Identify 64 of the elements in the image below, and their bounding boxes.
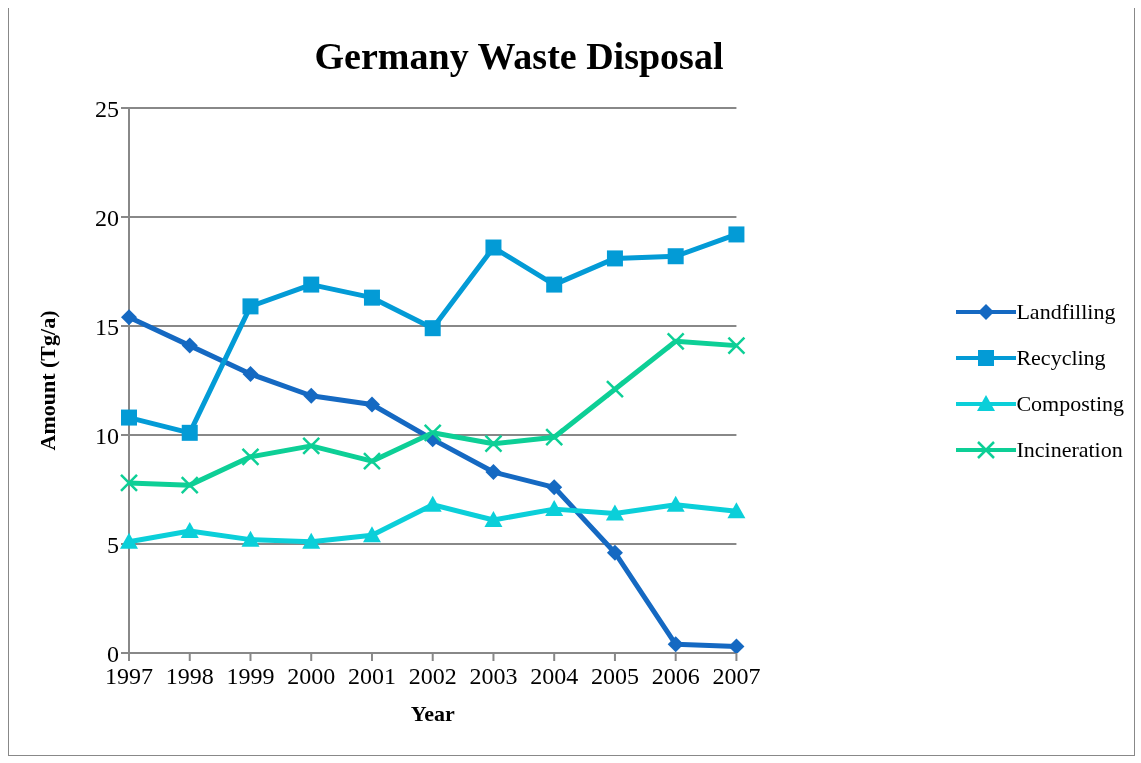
point xyxy=(605,504,624,521)
point xyxy=(727,502,746,519)
point xyxy=(546,276,563,293)
x-axis-title: Year xyxy=(410,701,455,726)
x-tick-label: 2003 xyxy=(469,663,518,690)
point xyxy=(485,239,502,256)
point xyxy=(484,434,503,453)
point xyxy=(423,423,442,443)
point xyxy=(242,365,259,382)
legend-label: Landfilling xyxy=(1016,298,1116,325)
point xyxy=(546,479,563,496)
point xyxy=(120,532,138,549)
y-tick-label: 15 xyxy=(95,313,119,340)
point xyxy=(363,289,380,306)
point xyxy=(667,248,684,265)
y-tick-label: 10 xyxy=(95,422,119,449)
point xyxy=(303,276,320,293)
y-tick-label: 20 xyxy=(95,204,119,231)
y-axis-title: Amount (Tg/a) xyxy=(34,310,60,451)
point xyxy=(727,336,746,355)
point xyxy=(667,636,684,653)
point xyxy=(181,337,198,354)
x-tick-label: 2001 xyxy=(347,663,396,690)
point xyxy=(728,226,745,243)
legend-label: Incineration xyxy=(1016,436,1123,463)
x-tick-label: 2006 xyxy=(651,663,700,690)
point xyxy=(119,473,139,493)
x-tick-label: 1998 xyxy=(165,663,214,690)
point xyxy=(485,464,502,481)
point xyxy=(181,424,198,441)
point xyxy=(180,475,199,495)
point xyxy=(363,396,380,413)
y-tick-label: 25 xyxy=(95,95,119,122)
x-tick-label: 2007 xyxy=(712,663,761,690)
point xyxy=(362,526,381,543)
point xyxy=(544,427,564,447)
point xyxy=(423,495,442,512)
legend-label: Recycling xyxy=(1016,344,1106,371)
point xyxy=(303,387,320,404)
point xyxy=(121,409,137,426)
point xyxy=(301,436,321,456)
point xyxy=(606,544,623,561)
point xyxy=(666,495,685,512)
point xyxy=(302,532,321,549)
point xyxy=(241,530,260,547)
point xyxy=(180,521,199,538)
point xyxy=(241,447,260,467)
point xyxy=(728,638,745,653)
point xyxy=(606,250,623,267)
point xyxy=(424,320,441,337)
point xyxy=(121,309,137,326)
y-tick-label: 5 xyxy=(107,531,119,558)
legend-label: Composting xyxy=(1016,390,1124,417)
x-tick-label: 1999 xyxy=(226,663,275,690)
x-tick-label: 2005 xyxy=(590,663,639,690)
point xyxy=(362,451,382,471)
point xyxy=(666,332,685,351)
x-tick-label: 2000 xyxy=(287,663,336,690)
point xyxy=(484,511,503,528)
chart-title: Germany Waste Disposal xyxy=(313,34,725,78)
point xyxy=(242,298,259,315)
point xyxy=(545,500,564,517)
x-tick-label: 2004 xyxy=(530,663,579,690)
x-tick-label: 2002 xyxy=(408,663,457,690)
